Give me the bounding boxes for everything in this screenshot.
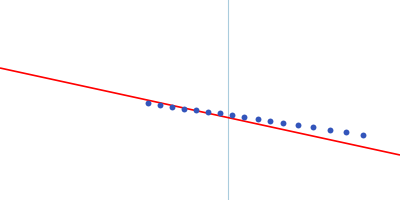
Point bbox=[327, 128, 333, 132]
Point bbox=[229, 113, 235, 117]
Point bbox=[360, 133, 366, 137]
Point bbox=[255, 117, 261, 121]
Point bbox=[169, 105, 175, 109]
Point bbox=[193, 108, 199, 112]
Point bbox=[205, 110, 211, 114]
Point bbox=[241, 115, 247, 119]
Point bbox=[217, 111, 223, 115]
Point bbox=[343, 130, 349, 134]
Point bbox=[295, 123, 301, 127]
Point bbox=[280, 121, 286, 125]
Point bbox=[267, 119, 273, 123]
Point bbox=[310, 125, 316, 129]
Point bbox=[157, 103, 163, 107]
Point bbox=[181, 107, 187, 111]
Point bbox=[145, 101, 151, 105]
